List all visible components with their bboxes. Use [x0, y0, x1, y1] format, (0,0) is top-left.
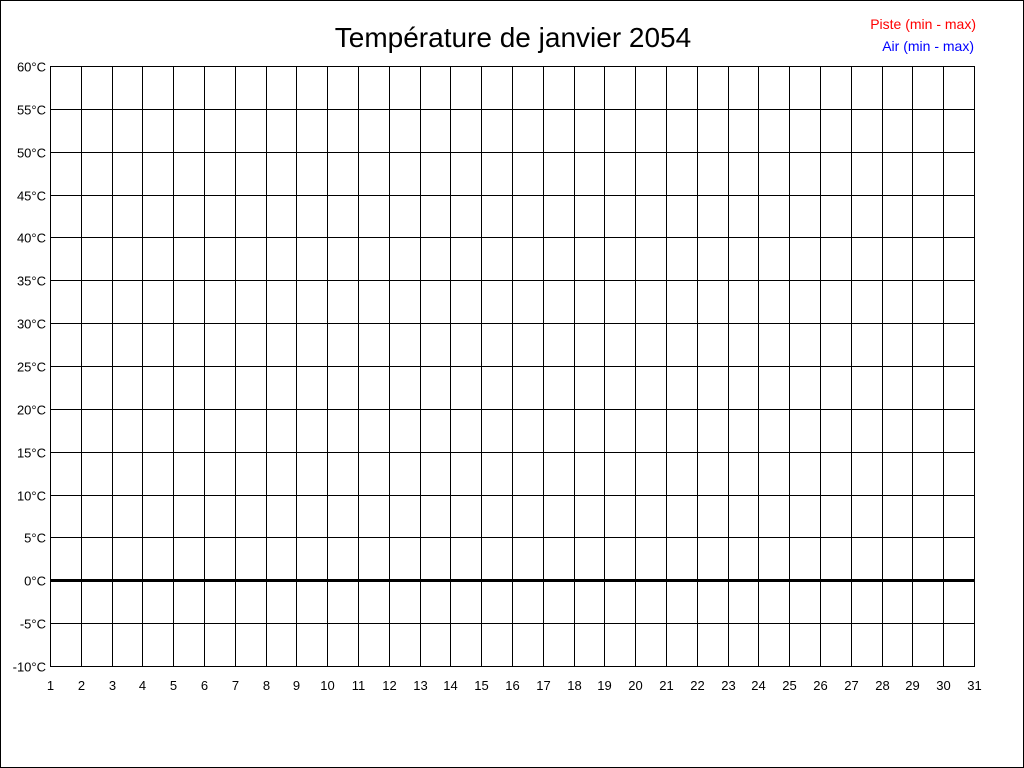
- x-tick-label: 17: [536, 678, 550, 693]
- x-tick-label: 14: [443, 678, 457, 693]
- x-tick-label: 18: [567, 678, 581, 693]
- y-tick-label: 10°C: [17, 489, 46, 504]
- x-tick-label: 4: [139, 678, 146, 693]
- y-tick-label: 5°C: [24, 531, 46, 546]
- x-tick-label: 31: [967, 678, 981, 693]
- y-tick-label: 15°C: [17, 446, 46, 461]
- y-tick-label: 45°C: [17, 189, 46, 204]
- y-tick-label: -5°C: [20, 617, 46, 632]
- x-tick-label: 25: [782, 678, 796, 693]
- y-tick-label: 50°C: [17, 146, 46, 161]
- x-tick-label: 24: [751, 678, 765, 693]
- x-tick-label: 23: [721, 678, 735, 693]
- x-tick-label: 29: [905, 678, 919, 693]
- x-tick-label: 21: [659, 678, 673, 693]
- y-tick-label: 20°C: [17, 403, 46, 418]
- x-tick-label: 10: [320, 678, 334, 693]
- x-tick-label: 7: [232, 678, 239, 693]
- y-tick-label: 30°C: [17, 317, 46, 332]
- x-tick-label: 3: [109, 678, 116, 693]
- x-tick-label: 30: [936, 678, 950, 693]
- x-tick-label: 5: [170, 678, 177, 693]
- x-tick-label: 1: [47, 678, 54, 693]
- x-tick-label: 9: [293, 678, 300, 693]
- x-tick-label: 20: [628, 678, 642, 693]
- y-tick-label: 0°C: [24, 574, 46, 589]
- legend-piste: Piste (min - max): [870, 16, 976, 32]
- y-tick-label: 35°C: [17, 274, 46, 289]
- x-tick-label: 26: [813, 678, 827, 693]
- x-tick-label: 16: [505, 678, 519, 693]
- x-tick-label: 6: [201, 678, 208, 693]
- y-tick-label: 25°C: [17, 360, 46, 375]
- x-tick-label: 19: [597, 678, 611, 693]
- x-tick-label: 13: [413, 678, 427, 693]
- x-tick-label: 12: [382, 678, 396, 693]
- x-tick-label: 8: [263, 678, 270, 693]
- y-tick-label: 40°C: [17, 231, 46, 246]
- y-tick-label: 55°C: [17, 103, 46, 118]
- y-tick-label: -10°C: [13, 660, 46, 675]
- x-tick-label: 15: [474, 678, 488, 693]
- x-tick-label: 2: [78, 678, 85, 693]
- x-tick-label: 11: [352, 678, 366, 693]
- y-tick-label: 60°C: [17, 60, 46, 75]
- legend-air: Air (min - max): [882, 38, 974, 54]
- x-tick-label: 22: [690, 678, 704, 693]
- x-tick-label: 27: [844, 678, 858, 693]
- x-tick-label: 28: [875, 678, 889, 693]
- chart-title: Température de janvier 2054: [335, 22, 691, 53]
